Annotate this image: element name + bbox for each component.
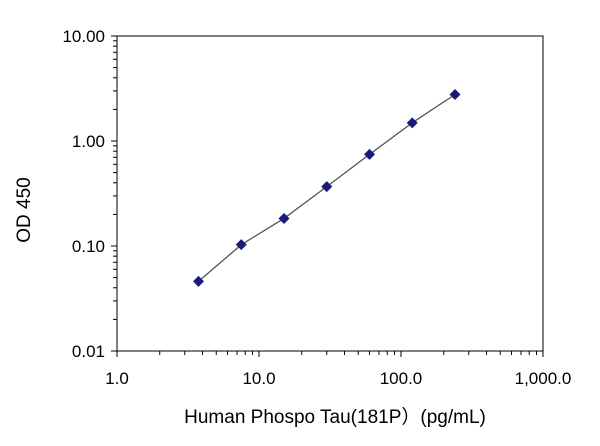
data-point-marker (406, 117, 418, 129)
plot-area (116, 35, 544, 352)
y-tick-label: 0.01 (72, 342, 105, 361)
data-point-marker (193, 275, 205, 287)
x-axis-title: Human Phospo Tau(181P）(pg/mL) (184, 406, 486, 428)
data-point-marker (321, 181, 333, 193)
y-axis-title: OD 450 (14, 177, 35, 242)
axis-ticks (111, 35, 544, 357)
data-point-marker (235, 239, 247, 251)
data-point-marker (278, 212, 290, 224)
data-markers (193, 89, 461, 287)
x-tick-label: 1,000.0 (515, 369, 572, 388)
y-tick-label: 0.10 (72, 237, 105, 256)
x-tick-label: 10.0 (242, 369, 275, 388)
data-point-marker (449, 89, 461, 101)
tick-labels: 1.0 10.0 100.0 1,000.0 0.01 0.10 1.00 10.00 (62, 27, 571, 388)
y-tick-label: 10.00 (62, 27, 105, 46)
y-tick-label: 1.00 (72, 132, 105, 151)
x-tick-label: 1.0 (105, 369, 129, 388)
data-point-marker (363, 148, 375, 160)
x-tick-label: 100.0 (380, 369, 423, 388)
